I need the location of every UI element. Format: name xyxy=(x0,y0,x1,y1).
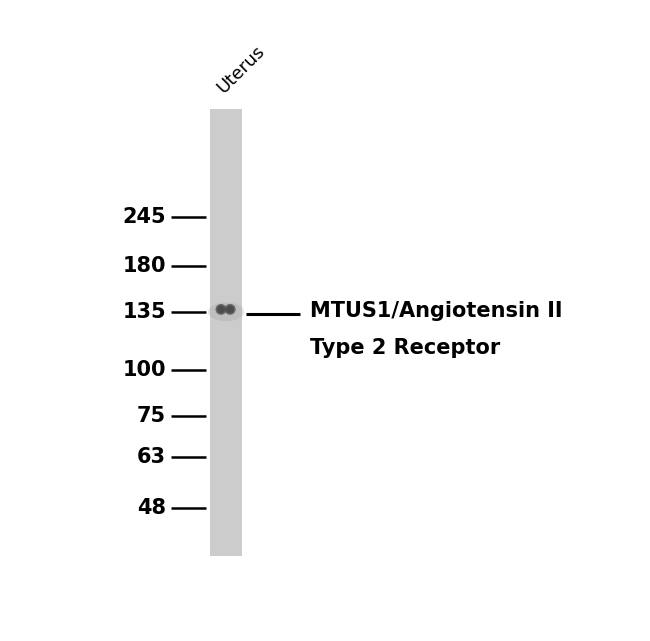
Bar xyxy=(210,109,242,556)
Text: 75: 75 xyxy=(136,406,166,426)
Ellipse shape xyxy=(216,304,227,315)
Text: 180: 180 xyxy=(122,256,166,276)
Text: Type 2 Receptor: Type 2 Receptor xyxy=(311,338,500,358)
Ellipse shape xyxy=(224,304,236,315)
Text: 100: 100 xyxy=(122,360,166,379)
Text: Uterus: Uterus xyxy=(214,42,268,97)
Text: 48: 48 xyxy=(137,498,166,519)
Text: 63: 63 xyxy=(137,447,166,467)
Ellipse shape xyxy=(217,306,225,313)
Text: 135: 135 xyxy=(122,302,166,322)
Text: MTUS1/Angiotensin II: MTUS1/Angiotensin II xyxy=(311,301,563,321)
Text: 245: 245 xyxy=(122,206,166,227)
Ellipse shape xyxy=(226,306,234,313)
Ellipse shape xyxy=(208,303,244,321)
